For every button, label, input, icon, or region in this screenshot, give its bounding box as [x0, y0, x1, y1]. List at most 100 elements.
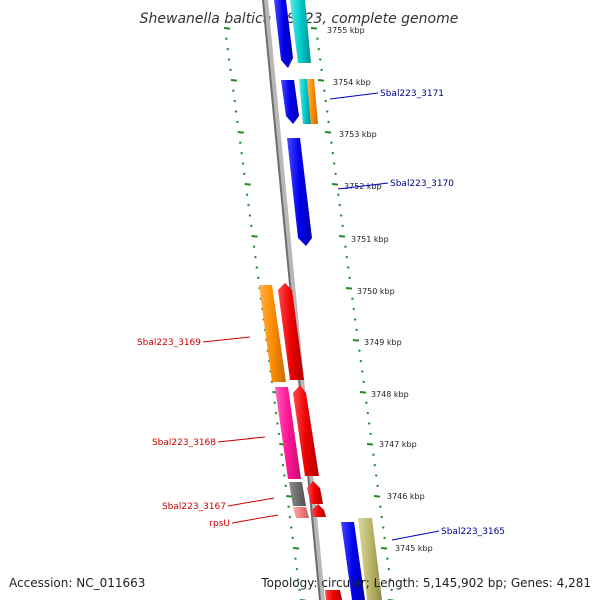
minor-tick [353, 318, 357, 321]
major-tick [317, 79, 325, 82]
minor-tick [365, 401, 368, 404]
major-tick [338, 235, 346, 238]
minor-tick [367, 422, 371, 425]
major-tick [251, 235, 258, 238]
major-tick [324, 131, 332, 134]
minor-tick [351, 297, 354, 300]
minor-tick [250, 224, 253, 228]
minor-tick [381, 526, 385, 529]
minor-tick [332, 162, 336, 165]
minor-tick [386, 557, 389, 560]
minor-tick [274, 411, 278, 415]
major-tick [244, 183, 251, 186]
minor-tick [234, 110, 238, 113]
kbp-label: 3750 kbp [357, 287, 395, 296]
minor-tick [338, 203, 342, 207]
minor-tick [320, 68, 323, 72]
gene-block-red-bottom [325, 590, 342, 600]
minor-tick [372, 453, 375, 456]
minor-tick [331, 151, 335, 155]
minor-tick [277, 432, 281, 436]
minor-tick [380, 515, 384, 519]
gene-block-orange-sbal223-3171 [307, 79, 318, 124]
minor-tick [232, 89, 235, 92]
minor-tick [283, 474, 286, 477]
minor-tick [318, 58, 322, 61]
minor-tick [352, 307, 356, 311]
kbp-label: 3747 kbp [379, 440, 417, 449]
minor-tick [225, 37, 228, 40]
minor-tick [325, 110, 329, 113]
major-tick [310, 27, 318, 30]
kbp-label: 3755 kbp [327, 26, 365, 35]
minor-tick [324, 99, 328, 103]
gene-label-leaders [202, 92, 440, 541]
minor-tick [290, 526, 293, 529]
minor-tick [383, 536, 386, 540]
minor-tick [276, 422, 279, 425]
minor-tick [334, 172, 337, 176]
minor-tick [294, 557, 297, 560]
minor-tick [255, 266, 259, 269]
minor-tick [376, 484, 379, 488]
gene-labels: Sbal223_3171 Sbal223_3170 Sbal223_3169 S… [137, 89, 505, 537]
minor-tick [296, 578, 300, 581]
kbp-labels: 3755 kbp 3754 kbp 3753 kbp 3752 kbp 3751… [327, 26, 433, 553]
minor-tick [256, 276, 260, 280]
minor-tick [252, 245, 256, 248]
gene-label-sbal223-3171[interactable]: Sbal223_3171 [380, 89, 444, 99]
gene-label-sbal223-3170[interactable]: Sbal223_3170 [390, 179, 454, 189]
kbp-label: 3753 kbp [339, 130, 377, 139]
kbp-label: 3746 kbp [387, 492, 425, 501]
minor-tick [390, 588, 393, 592]
minor-tick [316, 37, 319, 40]
minor-tick [359, 359, 363, 363]
gene-block-khaki-sbal223-3165 [358, 518, 382, 600]
minor-tick [243, 172, 246, 176]
major-tick [293, 547, 300, 550]
tick-tracks [223, 27, 395, 600]
gene-label-rpsu[interactable]: rpsU [209, 519, 230, 529]
minor-tick [317, 47, 321, 51]
minor-tick [287, 505, 290, 508]
gene-label-sbal223-3168[interactable]: Sbal223_3168 [152, 438, 216, 448]
gene-block-blue-sbal223-3165 [341, 522, 365, 600]
minor-tick [366, 411, 370, 415]
gene-features [259, 0, 382, 600]
kbp-label: 3751 kbp [351, 235, 389, 244]
minor-tick [254, 255, 257, 259]
minor-tick [337, 193, 340, 196]
minor-tick [233, 99, 236, 103]
minor-tick [247, 203, 250, 207]
major-tick [345, 287, 353, 290]
minor-tick [323, 89, 326, 92]
gene-label-sbal223-3165[interactable]: Sbal223_3165 [441, 527, 505, 537]
minor-tick [291, 536, 294, 540]
minor-tick [295, 567, 299, 571]
minor-tick [388, 578, 392, 581]
minor-tick [245, 193, 249, 196]
major-tick [352, 339, 360, 342]
minor-tick [281, 463, 285, 467]
gene-label-sbal223-3169[interactable]: Sbal223_3169 [137, 338, 201, 348]
minor-tick [360, 370, 364, 373]
minor-tick [238, 141, 242, 144]
minor-tick [358, 349, 361, 352]
minor-tick [330, 141, 333, 144]
genome-summary-text: Topology: circular; Length: 5,145,902 bp… [260, 576, 591, 590]
gene-block-blue-2 [281, 80, 299, 124]
gene-label-sbal223-3167[interactable]: Sbal223_3167 [162, 502, 226, 512]
minor-tick [273, 401, 276, 404]
minor-tick [240, 151, 243, 155]
minor-tick [284, 484, 288, 488]
minor-tick [236, 120, 239, 124]
gene-block-red-sbal223-3168 [293, 385, 319, 476]
gene-block-gray-sbal223-3167 [289, 482, 306, 506]
minor-tick [373, 463, 377, 467]
minor-tick [374, 474, 378, 477]
minor-tick [226, 47, 230, 51]
minor-tick [241, 162, 245, 165]
minor-tick [387, 567, 391, 571]
minor-tick [298, 588, 301, 592]
